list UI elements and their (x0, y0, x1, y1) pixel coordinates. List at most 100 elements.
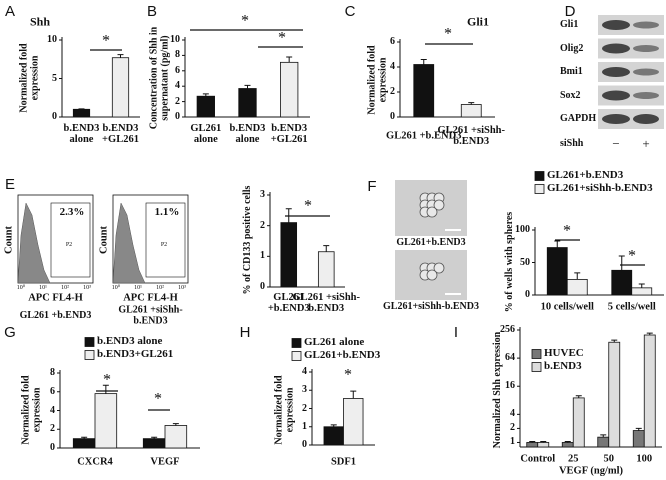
bar (597, 436, 610, 448)
error-bar (635, 427, 642, 431)
x-tick-label: GL261 +siShh-b.END3 (437, 124, 506, 147)
y-tick-label: 0 (175, 110, 180, 122)
y-tick-label: 1 (260, 250, 265, 262)
y-tick-label: 2 (510, 422, 515, 434)
x-tick-label: 100 (636, 453, 653, 465)
panel-letter: D (564, 3, 576, 21)
error-bar (540, 440, 547, 443)
x-tick-label: 5 cells/well (607, 301, 656, 313)
panel-letter: B (146, 3, 158, 21)
y-tick-label: 6 (390, 35, 395, 47)
y-tick-label: 50 (520, 256, 530, 268)
panel-letter: H (239, 324, 251, 342)
significance-star: * (102, 32, 110, 50)
flow-sample-label: GL261 +siShh-b.END3 (118, 304, 183, 326)
bar (142, 438, 166, 449)
x-tick-label: b.END3 alone (229, 122, 266, 145)
y-tick-label: 10 (170, 33, 180, 45)
panel-letter: G (4, 324, 16, 342)
flow-y-label: Count (3, 225, 15, 255)
y-tick-label: 6 (50, 385, 55, 397)
y-tick-label: 4 (302, 365, 307, 377)
y-tick-label: 4 (50, 404, 55, 416)
legend-label: b.END3 alone (97, 335, 163, 348)
significance-star: * (444, 25, 452, 43)
significance-star: * (304, 197, 312, 215)
bar (566, 278, 588, 296)
blot-band (602, 114, 630, 124)
bar (546, 247, 568, 296)
legend-swatch (534, 184, 545, 194)
blot-condition: siShh (560, 137, 584, 149)
blot-row-label: Olig2 (560, 42, 584, 54)
panel-letter: I (453, 324, 459, 342)
legend-swatch (534, 171, 545, 181)
error-bar (244, 84, 251, 89)
x-axis-label: VEGF (ng/ml) (558, 465, 624, 477)
sphere-cell (433, 262, 445, 274)
y-tick-label: 16 (505, 379, 515, 391)
bar (196, 95, 215, 118)
y-tick-label: 5 (52, 72, 57, 84)
blot-band (633, 114, 659, 124)
bar (280, 222, 298, 288)
y-tick-label: 2 (175, 95, 180, 107)
y-tick-label: 1 (302, 420, 307, 432)
sphere-cell (426, 269, 438, 281)
bar (632, 430, 645, 448)
bar (537, 442, 550, 448)
blot-row-label: Bmi1 (560, 65, 583, 77)
blot-lane: + (642, 136, 650, 152)
bar (72, 438, 96, 449)
blot-band (633, 45, 659, 52)
bar (611, 269, 633, 296)
x-tick-label: b.END3 alone (63, 122, 100, 145)
error-bar (420, 59, 427, 65)
y-tick-label: 0 (50, 441, 55, 453)
error-bar (468, 102, 475, 105)
significance-star: * (344, 366, 352, 384)
y-tick-label: 2 (260, 219, 265, 231)
legend-label: GL261+b.END3 (547, 169, 624, 182)
y-tick-label: 3 (302, 384, 307, 395)
x-tick-label: b.END3 +GL261 (102, 122, 139, 145)
flow-x-tick: 10⁰ (16, 284, 26, 291)
error-bar (638, 283, 645, 288)
blot-strip (598, 85, 664, 106)
blot-band (602, 67, 630, 77)
x-tick-label: GL261 alone (190, 122, 222, 145)
legend-label: GL261 alone (304, 336, 365, 349)
error-bar (600, 434, 607, 438)
blot-strip (598, 62, 664, 82)
legend-label: GL261+siShh-b.END3 (547, 182, 653, 195)
flow-sample-label: GL261 +b.END3 (19, 309, 92, 321)
flow-x-tick: 10¹ (39, 284, 47, 291)
error-bar (618, 255, 625, 271)
flow-x-tick: 10² (156, 284, 164, 291)
y-axis-label: Concentration of Shh in supernatant (pg/… (148, 26, 171, 130)
blot-band (602, 90, 630, 101)
legend-label: b.END3 (544, 360, 582, 373)
y-axis-label: Normalized fold expression (20, 375, 43, 445)
error-bar (350, 390, 357, 399)
y-tick-label: 0 (260, 280, 265, 292)
panel-letter: A (4, 3, 16, 21)
flow-histogram (112, 202, 146, 284)
flow-gate (50, 202, 91, 278)
bar (238, 88, 257, 118)
blot-band (602, 20, 630, 30)
error-bar (172, 423, 179, 426)
legend-swatch (531, 362, 542, 372)
y-tick-label: 100 (515, 223, 530, 235)
flow-y-label: Count (98, 225, 110, 255)
blot-band (633, 21, 659, 29)
error-bar (330, 424, 337, 427)
error-bar (117, 54, 124, 58)
bar (608, 341, 621, 448)
legend-label: HUVEC (544, 347, 584, 360)
blot-band (633, 68, 659, 76)
x-tick-label: VEGF (150, 456, 180, 468)
flow-histogram (17, 202, 51, 284)
